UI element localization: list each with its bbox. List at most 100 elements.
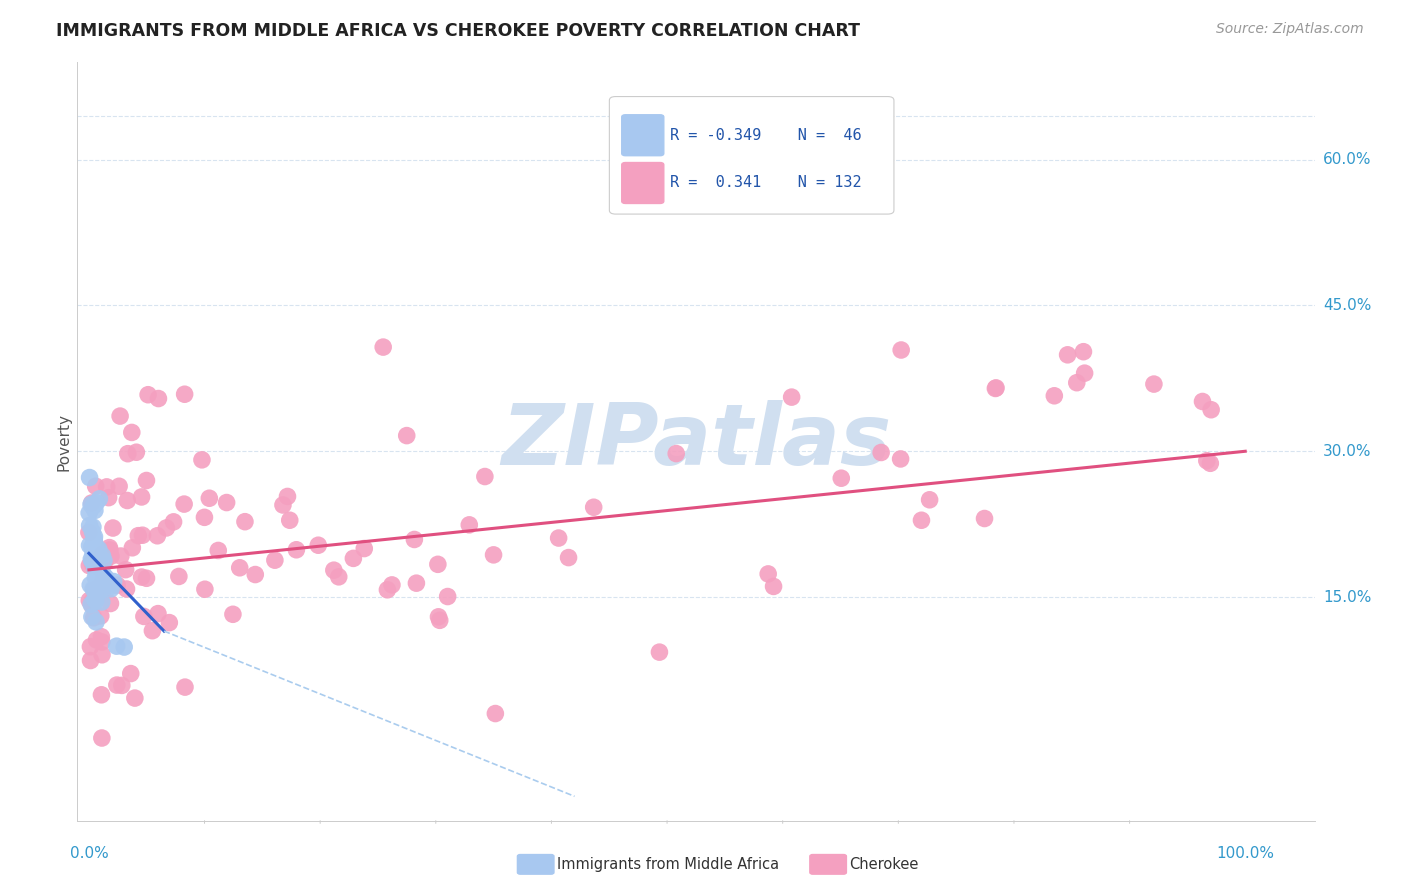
Point: [86, 561, 108, 575]
Point: [1043, 389, 1066, 403]
Point: [342, 551, 364, 566]
Point: [82, 557, 104, 571]
Point: [82, 599, 104, 613]
Point: [146, 529, 169, 543]
Point: [984, 381, 1007, 395]
Point: [84, 571, 107, 585]
Point: [87, 542, 110, 557]
Point: [215, 495, 238, 509]
Point: [91, 583, 114, 598]
Point: [79, 578, 101, 592]
Point: [353, 541, 375, 556]
Point: [93, 553, 115, 567]
Point: [82, 500, 104, 514]
Point: [83, 534, 105, 549]
Point: [89, 491, 111, 506]
Text: Source: ZipAtlas.com: Source: ZipAtlas.com: [1216, 22, 1364, 37]
Point: [121, 425, 143, 440]
Point: [207, 543, 229, 558]
Point: [381, 578, 404, 592]
Text: Immigrants from Middle Africa: Immigrants from Middle Africa: [557, 857, 779, 871]
Point: [756, 566, 779, 581]
Point: [157, 615, 180, 630]
Point: [458, 517, 481, 532]
Point: [79, 640, 101, 654]
Point: [482, 548, 505, 562]
Point: [90, 595, 112, 609]
Point: [83, 592, 105, 607]
Point: [97, 491, 120, 505]
Point: [125, 445, 148, 459]
Point: [79, 593, 101, 607]
Point: [82, 598, 104, 612]
Text: ZIPatlas: ZIPatlas: [501, 400, 891, 483]
Point: [373, 340, 395, 354]
Text: R =  0.341    N = 132: R = 0.341 N = 132: [671, 176, 862, 191]
Point: [264, 553, 287, 567]
Point: [90, 688, 112, 702]
Point: [193, 510, 215, 524]
Point: [132, 609, 155, 624]
Point: [1073, 344, 1095, 359]
Point: [117, 493, 139, 508]
Point: [322, 563, 344, 577]
Point: [127, 529, 149, 543]
Point: [426, 558, 449, 572]
Point: [87, 560, 110, 574]
Point: [91, 549, 114, 563]
Point: [91, 566, 114, 581]
Point: [77, 525, 100, 540]
Point: [108, 409, 131, 423]
Point: [83, 533, 105, 547]
Point: [1199, 402, 1222, 417]
Point: [307, 538, 329, 552]
Y-axis label: Poverty: Poverty: [56, 412, 72, 471]
Point: [557, 550, 579, 565]
Point: [105, 678, 128, 692]
Text: 60.0%: 60.0%: [1323, 153, 1371, 167]
Point: [121, 541, 143, 555]
Point: [79, 558, 101, 573]
Point: [90, 731, 112, 745]
Point: [84, 558, 107, 572]
Point: [582, 500, 605, 515]
Point: [233, 515, 256, 529]
Point: [101, 521, 124, 535]
Point: [131, 570, 153, 584]
Point: [648, 645, 671, 659]
Point: [110, 549, 132, 563]
Point: [870, 445, 893, 459]
Text: R = -0.349    N =  46: R = -0.349 N = 46: [671, 128, 862, 143]
Point: [90, 577, 112, 591]
Point: [830, 471, 852, 485]
Point: [84, 594, 107, 608]
Point: [84, 479, 107, 493]
Point: [105, 639, 128, 653]
Point: [86, 632, 108, 647]
Point: [377, 582, 399, 597]
Point: [167, 569, 190, 583]
Point: [84, 496, 107, 510]
Point: [474, 469, 496, 483]
Point: [910, 513, 932, 527]
Point: [80, 594, 103, 608]
Point: [271, 498, 294, 512]
Point: [98, 543, 121, 558]
Point: [80, 496, 103, 510]
Point: [547, 531, 569, 545]
Point: [1199, 456, 1222, 470]
Point: [86, 567, 108, 582]
Point: [278, 513, 301, 527]
Point: [87, 566, 110, 581]
Point: [174, 680, 197, 694]
Point: [984, 381, 1007, 395]
Point: [229, 561, 252, 575]
Point: [780, 390, 803, 404]
Point: [131, 528, 153, 542]
Point: [94, 570, 117, 584]
Point: [890, 452, 912, 467]
Point: [245, 567, 267, 582]
Point: [96, 546, 118, 560]
Point: [762, 579, 785, 593]
Point: [100, 579, 122, 593]
